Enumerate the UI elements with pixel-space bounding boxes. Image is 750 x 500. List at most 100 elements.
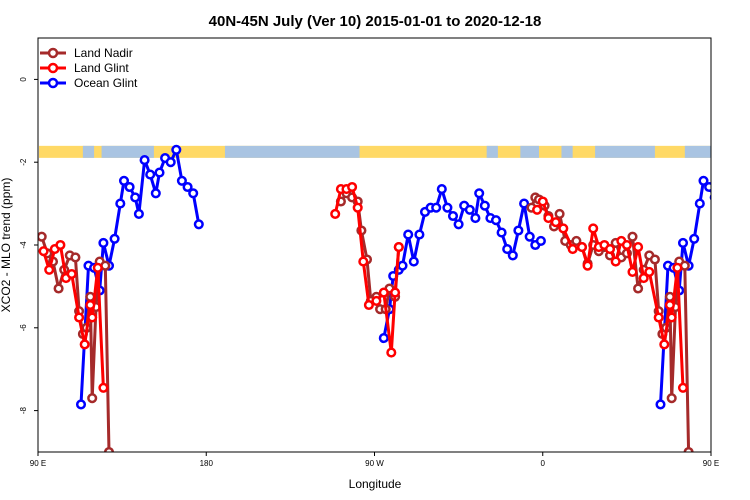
data-point-land-glint (621, 239, 632, 251)
data-point-ocean-glint (176, 175, 187, 186)
y-tick-label: -4 (19, 241, 28, 249)
land-ocean-strip (39, 145, 711, 158)
data-point-land-glint (610, 256, 621, 267)
data-point-ocean-glint (145, 169, 156, 180)
strip-ocean-segment (595, 145, 655, 158)
data-point-land-glint (537, 196, 548, 207)
data-point-ocean-glint (519, 198, 530, 209)
strip-ocean-segment (224, 145, 360, 158)
data-point-land-glint (672, 262, 683, 273)
data-point-ocean-glint (133, 208, 144, 219)
data-point-land-glint (38, 246, 49, 257)
data-point-land-glint (44, 264, 55, 275)
data-point-land-nadir (633, 283, 644, 294)
data-point-land-nadir (554, 208, 565, 219)
data-point-land-glint (347, 181, 358, 193)
strip-ocean-segment (82, 145, 95, 158)
x-tick-label: 90 W (365, 459, 384, 468)
data-point-ocean-glint (464, 204, 475, 215)
data-point-ocean-glint (677, 237, 689, 248)
strip-ocean-segment (101, 145, 154, 158)
series-line-ocean-glint (382, 187, 542, 339)
legend-item-land-nadir: Land Nadir (40, 46, 133, 60)
data-point-ocean-glint (436, 184, 447, 195)
data-point-land-glint (85, 299, 96, 311)
strip-ocean-segment (561, 145, 573, 158)
data-point-land-nadir (666, 393, 677, 404)
y-tick-label: 0 (19, 77, 28, 82)
x-axis-label: Longitude (349, 477, 402, 491)
data-point-land-nadir (38, 231, 47, 242)
data-point-ocean-glint (698, 175, 709, 186)
data-point-ocean-glint (193, 219, 204, 230)
data-point-land-glint (532, 204, 543, 215)
data-point-land-glint (363, 299, 374, 311)
data-point-land-nadir (571, 235, 582, 246)
legend-item-land-glint: Land Glint (40, 61, 129, 75)
data-point-land-glint (604, 244, 616, 255)
y-tick-label: -8 (19, 406, 28, 414)
data-point-ocean-glint (655, 399, 666, 410)
data-point-land-glint (98, 382, 109, 393)
data-point-ocean-glint (188, 188, 199, 199)
data-point-land-glint (79, 339, 90, 350)
data-point-land-glint (74, 312, 85, 323)
data-point-ocean-glint (403, 229, 414, 240)
y-axis-label: XCO2 - MLO trend (ppm) (0, 178, 13, 313)
strip-ocean-segment (684, 145, 711, 158)
legend-marker-ocean-glint (47, 77, 59, 89)
data-point-ocean-glint (502, 244, 513, 255)
data-point-land-nadir (103, 446, 115, 452)
data-point-land-glint (666, 312, 677, 323)
y-tick-label: -2 (19, 158, 28, 166)
data-point-ocean-glint (414, 229, 425, 240)
data-point-ocean-glint (171, 144, 182, 155)
data-point-ocean-glint (397, 260, 408, 271)
data-point-land-glint (66, 268, 77, 280)
data-point-land-glint (352, 202, 363, 213)
data-point-land-glint (386, 347, 397, 358)
data-point-ocean-glint (118, 175, 130, 186)
data-point-ocean-glint (130, 192, 141, 203)
data-point-ocean-glint (442, 202, 453, 213)
data-point-land-nadir (53, 283, 64, 294)
data-point-land-glint (330, 208, 341, 219)
data-point-land-glint (393, 242, 404, 253)
data-point-ocean-glint (75, 399, 87, 410)
x-tick-label: 90 E (30, 459, 46, 468)
data-point-ocean-glint (408, 256, 419, 267)
strip-ocean-segment (520, 145, 540, 158)
legend-label-land-nadir: Land Nadir (74, 46, 133, 60)
data-point-ocean-glint (490, 215, 502, 226)
data-point-land-glint (582, 260, 593, 271)
x-tick-label: 180 (200, 459, 214, 468)
series-land-glint (38, 181, 689, 393)
data-point-ocean-glint (154, 167, 165, 178)
data-point-ocean-glint (524, 231, 535, 242)
data-point-ocean-glint (431, 202, 442, 213)
data-point-land-glint (378, 287, 389, 298)
data-point-ocean-glint (513, 225, 524, 236)
data-point-land-glint (550, 217, 561, 228)
data-point-land-glint (390, 287, 401, 298)
data-point-land-glint (588, 223, 599, 234)
data-point-land-glint (55, 239, 66, 251)
data-point-land-glint (558, 223, 569, 234)
x-tick-label: 90 E (703, 459, 719, 468)
x-tick-label: 0 (541, 459, 546, 468)
legend-marker-land-glint (47, 62, 59, 74)
data-point-ocean-glint (447, 210, 459, 222)
strip-ocean-segment (486, 145, 498, 158)
data-point-land-glint (644, 266, 655, 277)
data-point-land-glint (653, 312, 664, 323)
y-tick-label: -6 (19, 324, 28, 332)
data-point-ocean-glint (98, 237, 109, 248)
data-point-land-glint (633, 242, 644, 253)
data-point-ocean-glint (535, 235, 546, 246)
data-point-land-glint (664, 299, 675, 311)
legend: Land Nadir Land Glint Ocean Glint (40, 46, 138, 90)
data-point-ocean-glint (139, 155, 150, 166)
data-point-ocean-glint (182, 181, 193, 193)
data-point-ocean-glint (507, 250, 518, 261)
